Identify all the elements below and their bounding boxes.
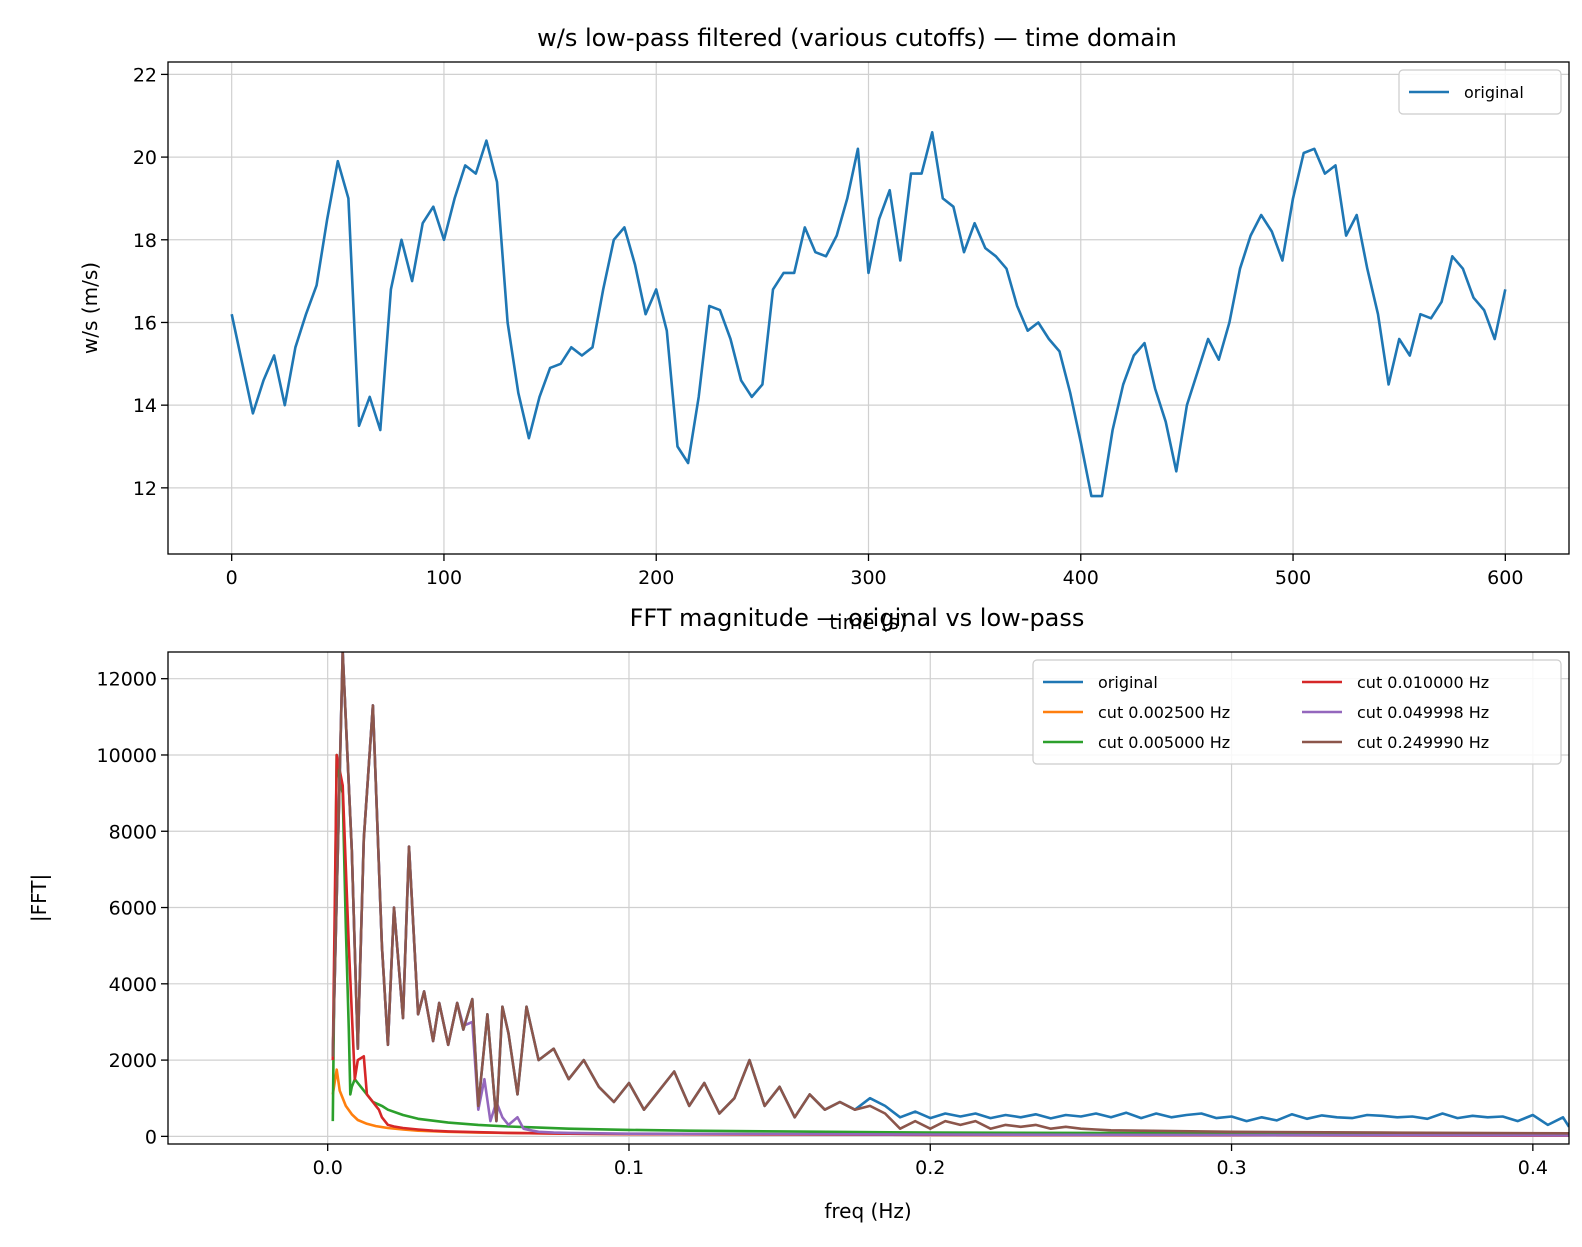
time-domain-axes: w/s low-pass filtered (various cutoffs) … [78, 24, 1570, 634]
y-tick-label: 6000 [109, 898, 157, 920]
legend-label: cut 0.002500 Hz [1098, 703, 1230, 722]
legend-box [1032, 659, 1562, 765]
x-tick-label: 0.4 [1518, 1157, 1548, 1179]
y-tick-label: 20 [133, 147, 157, 169]
series-line-cut-0-005000-hz [331, 753, 1569, 1136]
fft-frame [167, 651, 1570, 1145]
x-tick-label: 200 [638, 567, 674, 589]
x-tick-label: 100 [426, 567, 462, 589]
y-tick-label: 2000 [109, 1050, 157, 1072]
time-domain-ylabel: w/s (m/s) [78, 262, 102, 354]
time-domain-grid [168, 62, 1569, 554]
x-tick-label: 0.3 [1216, 1157, 1246, 1179]
time-domain-xlabel: time (s) [829, 610, 907, 634]
time-domain-title: w/s low-pass filtered (various cutoffs) … [537, 24, 1177, 52]
legend-label: cut 0.010000 Hz [1357, 673, 1489, 692]
legend-label: cut 0.005000 Hz [1098, 733, 1230, 752]
time-domain-legend: original [1398, 69, 1562, 115]
fft-xlabel: freq (Hz) [824, 1199, 911, 1223]
x-tick-label: 0.1 [614, 1157, 644, 1179]
legend-label: cut 0.049998 Hz [1357, 703, 1489, 722]
fft-ticks: 0.0 0.1 0.2 0.3 0.4 0 2000 4000 6000 8000 10000 120… [97, 669, 1548, 1179]
time-domain-series [230, 131, 1507, 498]
legend-label: cut 0.249990 Hz [1357, 733, 1489, 752]
y-tick-label: 12000 [97, 669, 157, 691]
fft-ylabel: |FFT| [27, 874, 51, 922]
fft-legend: original cut 0.002500 Hz cut 0.005000 Hz cu… [1032, 659, 1562, 765]
fft-series [331, 652, 1569, 1137]
y-tick-label: 22 [133, 64, 157, 86]
time-domain-ticks: 0 100 200 300 400 500 600 12 14 16 18 20 22 [133, 64, 1524, 589]
x-tick-label: 500 [1275, 567, 1311, 589]
y-tick-label: 0 [145, 1126, 157, 1148]
x-tick-label: 300 [850, 567, 886, 589]
x-tick-label: 0 [226, 567, 238, 589]
x-tick-label: 400 [1063, 567, 1099, 589]
x-tick-label: 0.2 [915, 1157, 945, 1179]
y-tick-label: 10000 [97, 745, 157, 767]
y-tick-label: 14 [133, 395, 157, 417]
y-tick-label: 16 [133, 312, 157, 334]
legend-box [1398, 69, 1562, 115]
y-tick-label: 8000 [109, 821, 157, 843]
legend-label: original [1464, 83, 1524, 102]
x-tick-label: 600 [1487, 567, 1523, 589]
y-tick-label: 4000 [109, 974, 157, 996]
fft-title: FFT magnitude — original vs low-pass [630, 604, 1085, 632]
y-tick-label: 18 [133, 230, 157, 252]
x-tick-label: 0.0 [313, 1157, 343, 1179]
fft-axes: FFT magnitude — original vs low-pass 0.0… [27, 604, 1570, 1223]
series-line-cut-0-249990-hz [331, 652, 1569, 1135]
y-tick-label: 12 [133, 478, 157, 500]
legend-label: original [1098, 673, 1158, 692]
series-line-original [230, 131, 1507, 498]
